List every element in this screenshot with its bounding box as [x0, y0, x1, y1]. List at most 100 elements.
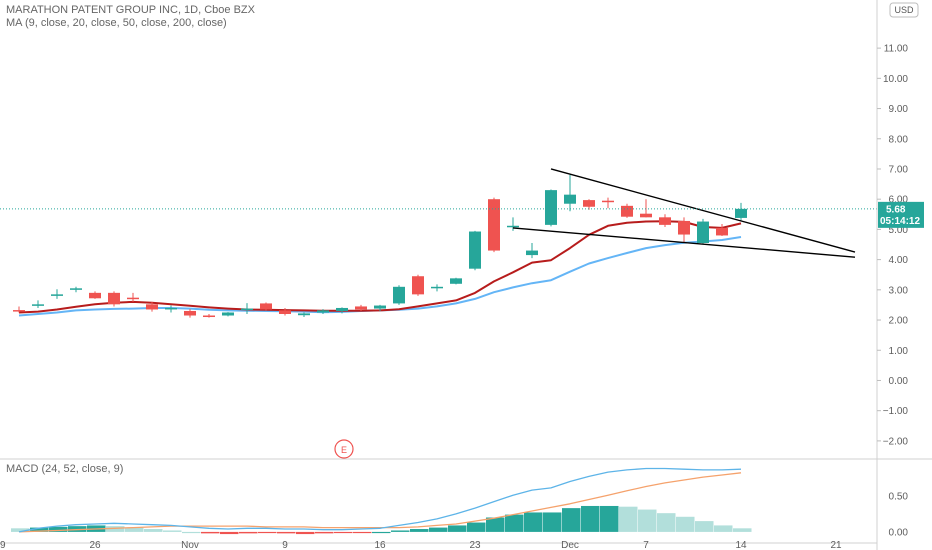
macd-histogram-bar: [315, 531, 334, 534]
countdown-label: 05:14:12: [880, 216, 920, 227]
candle-body: [431, 286, 443, 289]
candle-body: [51, 294, 63, 296]
time-tick-label: Nov: [181, 540, 199, 550]
price-tick-label: 6.00: [889, 195, 909, 206]
macd-histogram-bar: [201, 531, 220, 534]
price-tick-label: 0.00: [889, 376, 909, 387]
candle-body: [89, 292, 101, 299]
time-tick-label: Dec: [561, 540, 579, 550]
macd-histogram-bar: [467, 522, 486, 532]
candle-body: [146, 304, 158, 310]
last-price-label: 5.68: [886, 204, 906, 215]
macd-histogram-bar: [733, 528, 752, 532]
candle-body: [108, 292, 120, 305]
candle-body: [279, 310, 291, 314]
candle-body: [583, 200, 595, 207]
macd-histogram-bar: [543, 512, 562, 532]
macd-histogram-bar: [277, 531, 296, 534]
candle-body: [621, 205, 633, 217]
time-tick-label: 16: [374, 540, 386, 550]
candle-body: [222, 312, 234, 316]
candle-body: [374, 305, 386, 309]
candle-body: [298, 313, 310, 316]
price-tick-label: −1.00: [883, 406, 909, 417]
macd-histogram-bar: [695, 521, 714, 532]
candle-body: [336, 307, 348, 311]
candle-body: [260, 303, 272, 310]
candle-body: [13, 310, 25, 312]
macd-histogram-bar: [258, 531, 277, 534]
macd-histogram-bar: [486, 517, 505, 532]
candle-body: [678, 220, 690, 235]
macd-histogram-bar: [448, 525, 467, 532]
ma-legend: MA (9, close, 20, close, 50, close, 200,…: [6, 17, 227, 29]
macd-histogram-bar: [163, 530, 182, 532]
price-tick-label: 8.00: [889, 134, 909, 145]
earnings-marker-label: E: [341, 445, 347, 455]
macd-histogram-bar: [714, 525, 733, 532]
macd-histogram-bar: [30, 527, 49, 532]
macd-histogram-bar: [296, 531, 315, 535]
macd-line: [18, 467, 742, 533]
upper-trendline: [550, 168, 856, 253]
candle-body: [659, 217, 671, 225]
price-tick-label: 11.00: [884, 44, 909, 55]
macd-histogram-bar: [676, 516, 695, 532]
candle-body: [526, 250, 538, 256]
macd-histogram-bar: [391, 530, 410, 532]
macd-histogram-bar: [239, 531, 258, 534]
candle-body: [203, 315, 215, 318]
macd-pane[interactable]: [11, 467, 752, 535]
macd-histogram-bar: [11, 528, 30, 532]
price-tick-label: −2.00: [883, 436, 909, 447]
macd-histogram-bar: [638, 509, 657, 532]
price-tick-label: 9.00: [889, 104, 909, 115]
macd-legend: MACD (24, 52, close, 9): [6, 463, 123, 475]
candle-body: [241, 308, 253, 311]
candle-body: [545, 190, 557, 225]
macd-histogram-bar: [524, 512, 543, 532]
macd-histogram-bar: [562, 508, 581, 532]
macd-signal-line: [18, 472, 742, 533]
price-tick-label: 5.00: [889, 225, 909, 236]
time-tick-label: 14: [735, 540, 747, 550]
macd-histogram-bar: [657, 513, 676, 532]
candle-body: [735, 208, 747, 218]
currency-label[interactable]: USD: [894, 5, 914, 15]
price-tick-label: 3.00: [889, 285, 909, 296]
time-tick-label: 21: [830, 540, 842, 550]
macd-histogram-bar: [600, 505, 619, 532]
price-tick-label: 10.00: [883, 74, 908, 85]
time-tick-label: 19: [0, 540, 6, 550]
candle-body: [355, 306, 367, 310]
macd-histogram-bar: [429, 527, 448, 532]
currency-button[interactable]: USD: [889, 2, 919, 18]
macd-histogram-bar: [619, 506, 638, 532]
candle-body: [640, 213, 652, 218]
earnings-marker[interactable]: E: [334, 439, 354, 459]
price-tick-label: 2.00: [889, 316, 909, 327]
macd-tick-label: 0.50: [889, 491, 909, 502]
candle-body: [317, 310, 329, 313]
time-tick-label: 23: [469, 540, 481, 550]
macd-histogram-bar: [106, 526, 125, 532]
time-tick-label: 9: [282, 540, 288, 550]
candle-body: [716, 227, 728, 236]
candle-body: [488, 199, 500, 251]
time-tick-label: 7: [643, 540, 649, 550]
candle-body: [469, 231, 481, 269]
macd-tick-label: 0.00: [889, 527, 909, 538]
candle-body: [564, 194, 576, 204]
candle-body: [602, 200, 614, 203]
ma-slow-line: [18, 236, 742, 317]
macd-histogram-bar: [220, 531, 239, 535]
candle-body: [507, 225, 519, 228]
candle-body: [412, 276, 424, 295]
candle-body: [70, 288, 82, 290]
candle-body: [165, 307, 177, 310]
macd-histogram-bar: [353, 531, 372, 534]
price-pane[interactable]: [0, 168, 877, 318]
candle-body: [32, 304, 44, 306]
